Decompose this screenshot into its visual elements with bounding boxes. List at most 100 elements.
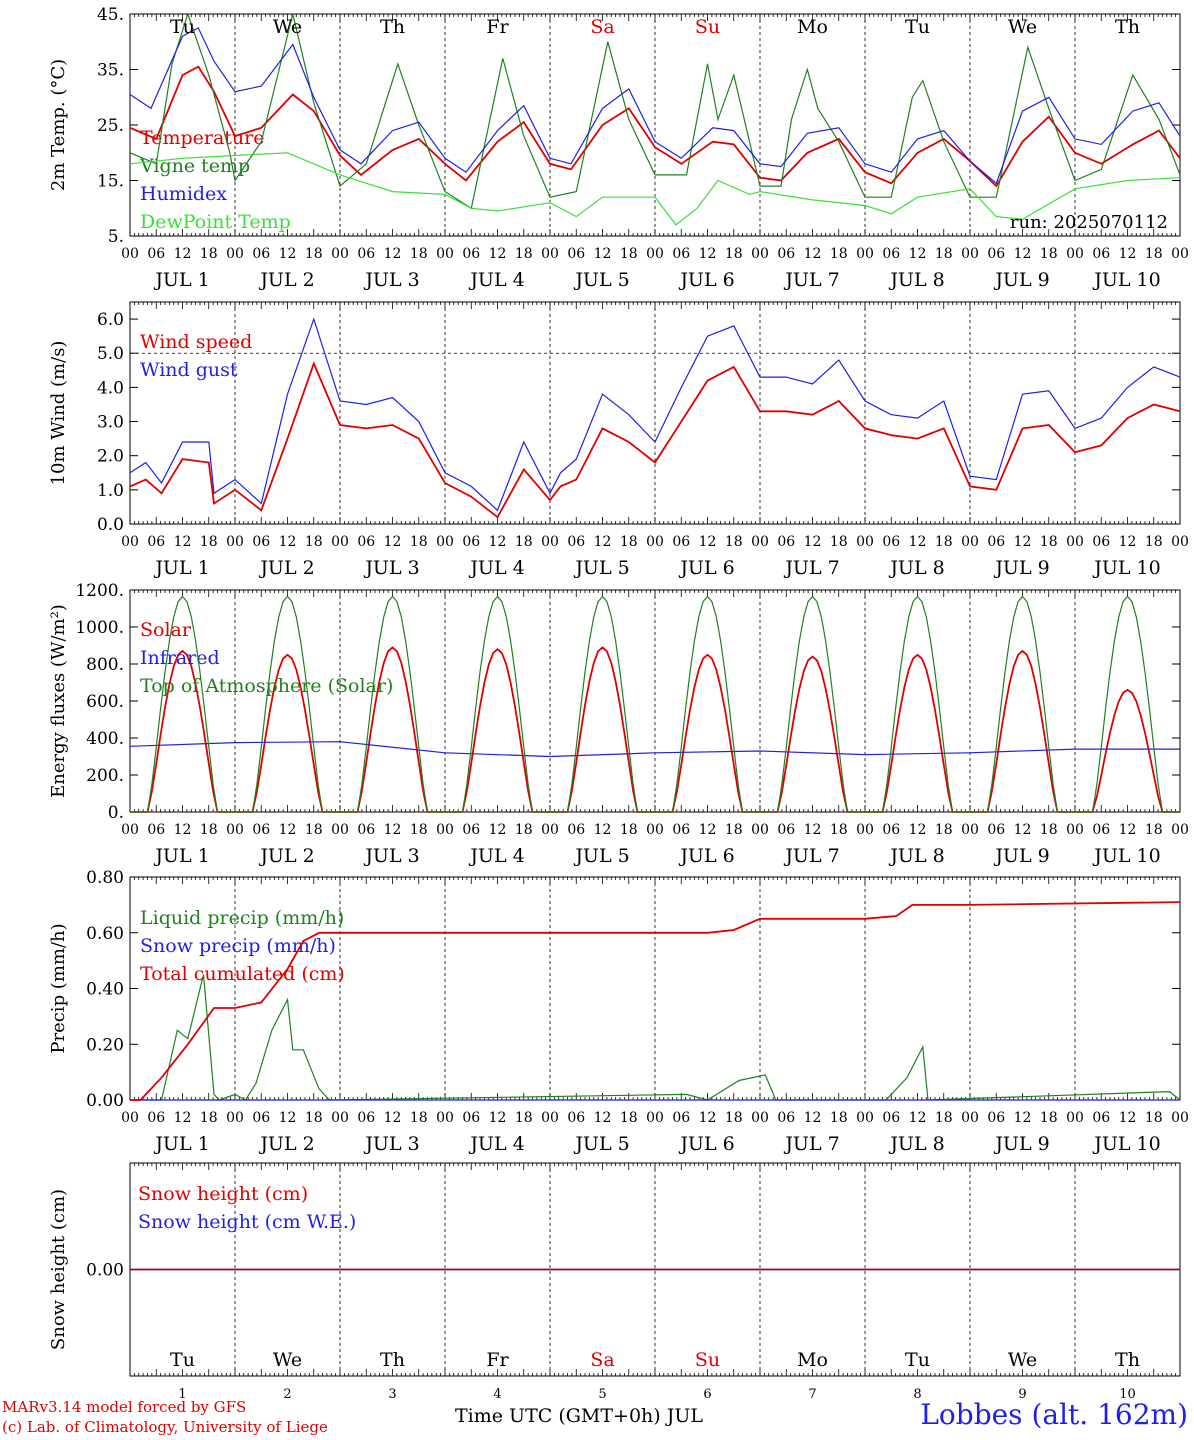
hour-tick-label: 18: [1145, 1110, 1163, 1126]
hour-tick-label: 06: [147, 246, 165, 262]
y-tick-label: 200.: [86, 766, 124, 786]
hour-tick-label: 18: [830, 1110, 848, 1126]
hour-tick-label: 18: [935, 822, 953, 838]
hour-tick-label: 00: [541, 822, 559, 838]
series-line-wind-gust: [129, 317, 1181, 512]
hour-tick-label: 12: [174, 534, 192, 550]
series-line-liquid-precip-mm-h-: [130, 974, 1181, 1101]
hour-tick-label: 06: [1092, 822, 1110, 838]
hour-tick-label: 18: [410, 246, 428, 262]
date-label: JUL 8: [888, 269, 944, 291]
date-label: JUL 7: [783, 269, 839, 291]
hour-tick-label: 00: [1066, 822, 1084, 838]
hour-tick-label: 06: [357, 534, 375, 550]
panel-5: 0.00 Snow height (cm) Snow height (cm) Snow…: [48, 1162, 1181, 1402]
hour-tick-label: 00: [961, 534, 979, 550]
hour-tick-label: 00: [1066, 534, 1084, 550]
series-line-humidex: [129, 27, 1181, 185]
hour-tick-label: 18: [515, 1110, 533, 1126]
hour-tick-label: 06: [567, 534, 585, 550]
legend-entry: Temperature: [140, 127, 264, 149]
date-label: JUL 6: [678, 1133, 734, 1155]
hour-tick-label: 18: [935, 246, 953, 262]
day-name: Th: [380, 1349, 405, 1371]
hour-tick-label: 18: [830, 246, 848, 262]
y-tick-label: 0.: [108, 803, 124, 823]
hour-tick-label: 00: [856, 822, 874, 838]
hour-tick-label: 06: [987, 1110, 1005, 1126]
hour-tick-label: 12: [1014, 534, 1032, 550]
hour-tick-label: 00: [1171, 1110, 1189, 1126]
hour-tick-label: 06: [882, 822, 900, 838]
date-label: JUL 1: [153, 557, 209, 579]
hour-tick-label: 12: [489, 1110, 507, 1126]
hour-tick-label: 18: [515, 246, 533, 262]
hour-tick-label: 18: [620, 822, 638, 838]
legend-entry: Snow height (cm W.E.): [138, 1211, 356, 1233]
hour-tick-label: 06: [567, 1110, 585, 1126]
hour-tick-label: 06: [777, 534, 795, 550]
day-name: Sa: [590, 16, 614, 38]
day-name: Tu: [170, 16, 195, 38]
panel-4: 0.00 0.20 0.40 0.60 0.80 Precip (mm/h) Liquid …: [48, 868, 1189, 1155]
hour-tick-label: 12: [909, 246, 927, 262]
hour-tick-label: 18: [200, 534, 218, 550]
y-tick-label: 600.: [86, 692, 124, 712]
date-label: JUL 5: [573, 1133, 629, 1155]
day-number: 7: [808, 1387, 816, 1402]
y-tick-label: 0.60: [86, 924, 124, 944]
y-tick-label: 0.0: [97, 515, 124, 535]
station-title: Lobbes (alt. 162m): [920, 1398, 1188, 1431]
panel-2: 0.0 1.0 2.0 3.0 4.0 5.0 6.0 10m Wind (m/s) Wind …: [48, 301, 1189, 579]
hour-tick-label: 18: [515, 822, 533, 838]
series-line-dewpoint-temp: [129, 152, 1181, 226]
hour-tick-label: 00: [961, 246, 979, 262]
date-label: JUL 5: [573, 557, 629, 579]
y-tick-label: 0.80: [86, 868, 124, 888]
day-name: Tu: [905, 16, 930, 38]
date-label: JUL 3: [363, 269, 419, 291]
day-name: Fr: [486, 16, 509, 38]
day-number: 2: [283, 1387, 291, 1402]
hour-tick-label: 12: [699, 246, 717, 262]
hour-tick-label: 06: [252, 534, 270, 550]
day-name: Th: [1115, 16, 1140, 38]
day-name: Sa: [590, 1349, 614, 1371]
hour-tick-label: 00: [436, 246, 454, 262]
series-line-wind-speed: [129, 361, 1181, 519]
hour-tick-label: 00: [646, 1110, 664, 1126]
hour-tick-label: 12: [804, 822, 822, 838]
date-label: JUL 10: [1092, 845, 1160, 867]
y-tick-label: 5.: [108, 227, 124, 247]
legend-entry: Solar: [140, 619, 192, 641]
hour-tick-label: 00: [961, 822, 979, 838]
y-tick-label: 6.0: [97, 310, 124, 330]
hour-tick-label: 12: [1119, 246, 1137, 262]
hour-tick-label: 12: [174, 822, 192, 838]
hour-tick-label: 06: [567, 822, 585, 838]
y-tick-label: 15.: [97, 172, 124, 192]
y-tick-label: 0.00: [86, 1091, 124, 1111]
date-label: JUL 4: [468, 1133, 524, 1155]
hour-tick-label: 06: [147, 822, 165, 838]
hour-tick-label: 12: [1119, 1110, 1137, 1126]
y-axis-label: 10m Wind (m/s): [48, 341, 69, 486]
hour-tick-label: 06: [252, 246, 270, 262]
hour-tick-label: 12: [384, 1110, 402, 1126]
hour-tick-label: 06: [462, 1110, 480, 1126]
date-label: JUL 8: [888, 1133, 944, 1155]
hour-tick-label: 00: [1171, 246, 1189, 262]
hour-tick-label: 12: [594, 822, 612, 838]
hour-tick-label: 06: [357, 822, 375, 838]
hour-tick-label: 18: [410, 534, 428, 550]
day-name: We: [1008, 16, 1037, 38]
date-label: JUL 3: [363, 557, 419, 579]
y-tick-label: 35.: [97, 61, 124, 81]
hour-tick-label: 12: [384, 246, 402, 262]
hour-tick-label: 18: [725, 1110, 743, 1126]
hour-tick-label: 00: [961, 1110, 979, 1126]
hour-tick-label: 06: [987, 822, 1005, 838]
date-label: JUL 2: [258, 1133, 314, 1155]
day-name: Su: [695, 16, 720, 38]
